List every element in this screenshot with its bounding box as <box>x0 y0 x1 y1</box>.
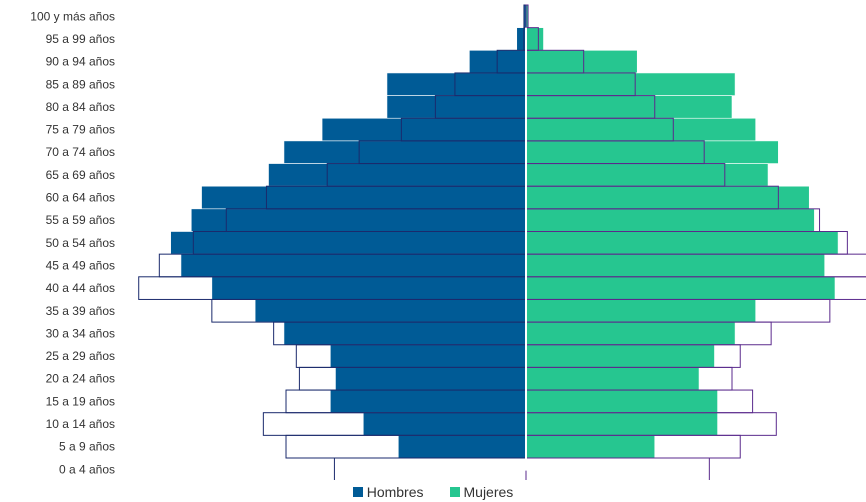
tick-label: 35 a 39 años <box>46 304 115 318</box>
tick-label: 95 a 99 años <box>46 32 115 46</box>
bar-hombres-3 <box>386 72 527 96</box>
bar-mujeres-11 <box>525 253 826 278</box>
bar-mujeres-7 <box>525 163 769 187</box>
tick-label: 40 a 44 años <box>46 281 115 295</box>
tick-label: 60 a 64 años <box>46 191 115 205</box>
legend-swatch-hombres <box>352 487 363 497</box>
tick-label: 10 a 14 años <box>46 417 115 431</box>
legend-item-mujeres: Mujeres <box>449 484 514 500</box>
bar-hombres-7 <box>268 163 527 187</box>
legend-swatch-mujeres <box>449 487 460 497</box>
bar-hombres-17 <box>329 389 527 413</box>
bar-mujeres-17 <box>525 389 718 413</box>
bar-hombres-14 <box>283 321 527 346</box>
bar-hombres-19 <box>397 435 527 459</box>
bar-mujeres-5 <box>525 117 756 142</box>
bar-hombres-2 <box>469 49 527 74</box>
tick-label: 30 a 34 años <box>46 326 115 340</box>
bar-mujeres-15 <box>525 344 715 368</box>
bar-hombres-11 <box>180 253 527 278</box>
legend-label-mujeres: Mujeres <box>463 484 514 500</box>
chart-legend: Hombres Mujeres <box>0 484 866 500</box>
bar-hombres-5 <box>321 117 527 142</box>
bar-mujeres-12 <box>525 276 836 300</box>
tick-label: 5 a 9 años <box>59 440 115 454</box>
bar-hombres-8 <box>201 185 527 210</box>
bar-mujeres-9 <box>525 208 815 232</box>
bar-mujeres-19 <box>525 435 656 459</box>
legend-label-hombres: Hombres <box>366 484 424 500</box>
bar-outline-right-20 <box>525 457 710 480</box>
bar-mujeres-4 <box>525 95 733 119</box>
bar-mujeres-2 <box>525 49 638 74</box>
tick-label: 55 a 59 años <box>46 213 115 227</box>
bar-hombres-9 <box>190 208 527 232</box>
bar-hombres-13 <box>254 299 527 323</box>
tick-label: 50 a 54 años <box>46 236 115 250</box>
tick-label: 25 a 29 años <box>46 349 115 363</box>
bar-hombres-18 <box>362 412 527 436</box>
bar-mujeres-1 <box>525 27 544 51</box>
bar-hombres-4 <box>386 95 527 119</box>
bar-mujeres-13 <box>525 299 756 323</box>
bar-mujeres-8 <box>525 185 810 210</box>
tick-label: 15 a 19 años <box>46 394 115 408</box>
tick-label: 70 a 74 años <box>46 145 115 159</box>
tick-label: 45 a 49 años <box>46 258 115 272</box>
bar-mujeres-18 <box>525 412 718 436</box>
population-pyramid-chart: 100 y más años 95 a 99 años 90 a 94 años 85… <box>30 4 866 480</box>
bar-hombres-12 <box>211 276 527 300</box>
bar-mujeres-10 <box>525 231 839 255</box>
bar-hombres-1 <box>516 27 527 51</box>
tick-label: 75 a 79 años <box>46 123 115 137</box>
bar-mujeres-3 <box>525 72 736 96</box>
bar-outline-left-20 <box>333 457 527 480</box>
bar-hombres-6 <box>283 140 527 164</box>
tick-label: 90 a 94 años <box>46 55 115 69</box>
bar-hombres-10 <box>170 231 527 255</box>
bar-hombres-16 <box>335 367 527 391</box>
tick-label: 0 a 4 años <box>59 462 115 476</box>
bar-mujeres-6 <box>525 140 779 164</box>
legend-item-hombres: Hombres <box>352 484 424 500</box>
tick-label: 20 a 24 años <box>46 372 115 386</box>
tick-label: 100 y más años <box>30 9 115 23</box>
tick-label: 80 a 84 años <box>46 100 115 114</box>
tick-label: 65 a 69 años <box>46 168 115 182</box>
bar-mujeres-16 <box>525 367 700 391</box>
bar-mujeres-14 <box>525 321 736 346</box>
tick-label: 85 a 89 años <box>46 77 115 91</box>
bar-hombres-15 <box>329 344 527 368</box>
